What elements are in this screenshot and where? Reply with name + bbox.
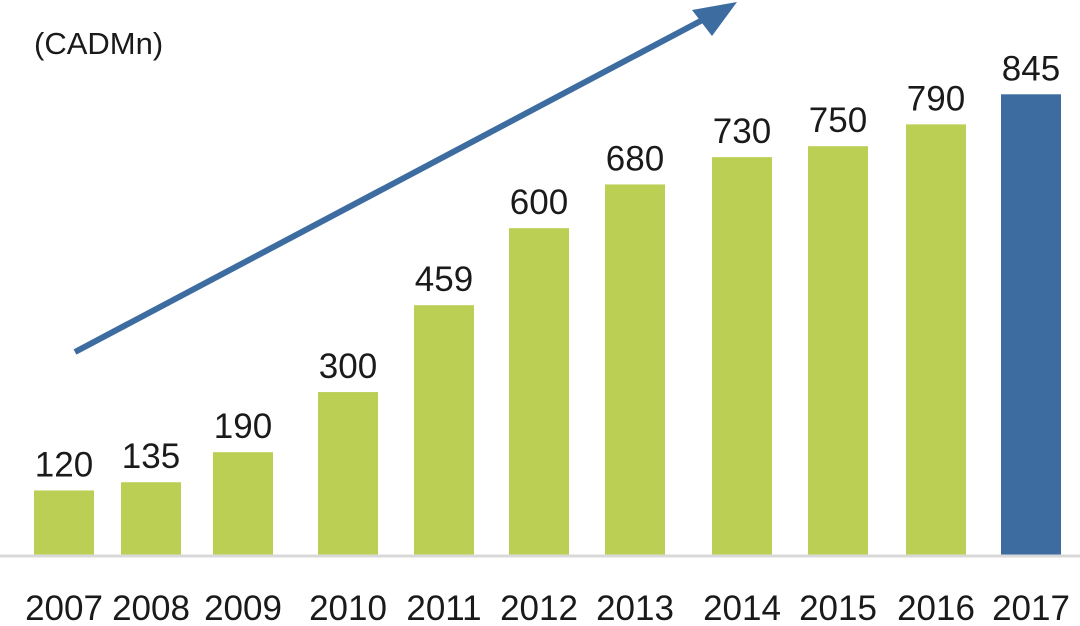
bar-2007 [34, 490, 94, 556]
bar-2010 [318, 392, 378, 556]
value-label-2012: 600 [510, 183, 568, 222]
value-label-2009: 190 [214, 407, 272, 446]
bar-2014 [712, 157, 772, 557]
value-label-2010: 300 [319, 347, 377, 386]
x-tick-2010: 2010 [309, 589, 387, 626]
value-label-2011: 459 [415, 260, 473, 299]
bars-group [34, 94, 1061, 557]
x-tick-2017: 2017 [992, 589, 1070, 626]
x-tick-2015: 2015 [799, 589, 877, 626]
y-unit-label: (CADMn) [34, 26, 163, 61]
value-label-2016: 790 [907, 79, 965, 118]
x-tick-2011: 2011 [406, 589, 481, 626]
bar-2012 [509, 228, 569, 556]
bar-2009 [213, 452, 273, 556]
x-tick-2014: 2014 [703, 589, 781, 626]
value-label-2008: 135 [122, 437, 180, 476]
value-label-2007: 120 [35, 445, 93, 484]
x-tick-2008: 2008 [112, 589, 190, 626]
trend-arrow-shaft [73, 13, 712, 355]
x-tick-2007: 2007 [25, 589, 103, 626]
bar-2008 [121, 482, 181, 556]
bar-2017 [1001, 94, 1061, 557]
value-label-2014: 730 [713, 112, 771, 151]
bar-2016 [906, 124, 966, 557]
value-label-2017: 845 [1002, 49, 1060, 88]
value-label-2015: 750 [809, 101, 867, 140]
x-tick-2013: 2013 [596, 589, 674, 626]
x-tick-2009: 2009 [204, 589, 282, 626]
value-label-2013: 680 [606, 139, 664, 178]
trend-arrow-head [692, 2, 737, 36]
value-labels-group: 120 135 190 300 459 600 680 730 750 790 845 [35, 49, 1060, 484]
x-tick-labels-group: 2007 2008 2009 2010 2011 2012 2013 2014 2015 2016… [25, 589, 1070, 626]
bar-2015 [808, 146, 868, 556]
bar-2013 [605, 184, 665, 556]
x-tick-2012: 2012 [500, 589, 578, 626]
x-tick-2016: 2016 [897, 589, 975, 626]
bar-2011 [414, 305, 474, 556]
trend-arrow [73, 2, 737, 355]
